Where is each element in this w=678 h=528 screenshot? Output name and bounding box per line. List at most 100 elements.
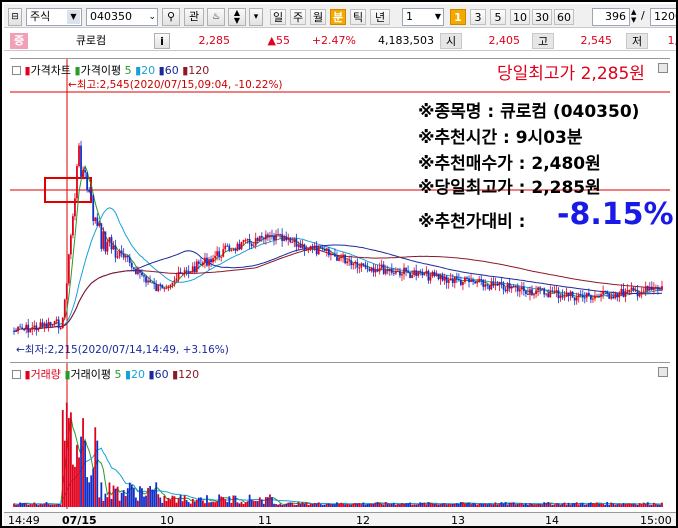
candle-series bbox=[13, 140, 663, 338]
candle-body bbox=[334, 254, 336, 257]
candle-body bbox=[567, 292, 570, 296]
candle-body bbox=[362, 263, 365, 265]
candle-body bbox=[143, 275, 145, 277]
gwan-button[interactable]: 관 bbox=[184, 8, 204, 26]
volume-bar bbox=[100, 482, 103, 507]
candle-body bbox=[565, 292, 568, 297]
period-day[interactable]: 일 bbox=[270, 9, 286, 25]
period-minute[interactable]: 분 bbox=[330, 9, 346, 25]
collapse-icon[interactable] bbox=[12, 66, 21, 75]
volume-bar bbox=[208, 502, 210, 507]
volume-bar bbox=[362, 502, 365, 507]
volume-bar bbox=[37, 504, 40, 507]
minute-1[interactable]: 1 bbox=[450, 9, 466, 25]
pane-scroll-handle[interactable] bbox=[658, 63, 668, 73]
volume-bar bbox=[561, 503, 564, 507]
candle-body bbox=[427, 270, 430, 281]
price-ma120: 120 bbox=[188, 64, 210, 77]
volume-ma5: 5 bbox=[114, 368, 122, 381]
candle-body bbox=[602, 290, 604, 295]
chevron-down-icon[interactable]: ▼ bbox=[67, 10, 80, 24]
minute-60[interactable]: 60 bbox=[554, 9, 574, 25]
candle-body bbox=[301, 244, 304, 248]
volume-bar bbox=[187, 502, 190, 507]
info-button[interactable]: i bbox=[154, 33, 170, 49]
stepper-icon[interactable]: ▲ ▼ bbox=[228, 8, 246, 26]
pane-scroll-handle[interactable] bbox=[658, 367, 668, 377]
period-tick[interactable]: 틱 bbox=[350, 9, 366, 25]
volume-bar bbox=[496, 504, 499, 507]
menu-toggle-icon[interactable]: ⊟ bbox=[8, 8, 22, 26]
candle-body bbox=[632, 287, 635, 291]
chevron-down-icon[interactable]: ▾ bbox=[249, 8, 263, 26]
chevron-down-icon[interactable]: ▼ bbox=[434, 12, 441, 21]
volume-bar bbox=[527, 504, 529, 507]
candle-body bbox=[356, 261, 359, 268]
candle-body bbox=[329, 254, 332, 256]
period-month[interactable]: 월 bbox=[310, 9, 326, 25]
volume-bar bbox=[423, 502, 426, 507]
volume-bar bbox=[624, 504, 627, 507]
stock-code-input[interactable]: 040350 ⌄ bbox=[86, 8, 158, 26]
volume-bar bbox=[644, 503, 647, 507]
volume-bar bbox=[29, 504, 32, 507]
candle-body bbox=[19, 326, 21, 328]
volume-chart-pane[interactable]: ▮거래량 ▮거래이평 5 ▮20 ▮60 ▮120 bbox=[10, 362, 670, 509]
count-stepper-icon[interactable]: ▲ ▼ bbox=[631, 8, 637, 24]
chevron-down-icon[interactable]: ⌄ bbox=[148, 12, 156, 22]
volume-bar bbox=[464, 503, 466, 507]
market-type-select[interactable]: 주식 ▼ bbox=[26, 8, 82, 26]
candle-body bbox=[392, 272, 395, 274]
period-year[interactable]: 년 bbox=[370, 9, 390, 25]
candle-body bbox=[366, 267, 369, 269]
candle-body bbox=[163, 288, 166, 290]
gear-icon[interactable]: ♨ bbox=[207, 8, 225, 26]
candle-body bbox=[214, 255, 217, 259]
candle-body bbox=[352, 263, 355, 266]
volume-bar bbox=[512, 502, 515, 507]
volume-bar bbox=[120, 492, 123, 507]
count-input[interactable]: 396 bbox=[592, 8, 630, 26]
search-icon[interactable]: ⚲ bbox=[162, 8, 180, 26]
collapse-icon[interactable] bbox=[12, 370, 21, 379]
candle-body bbox=[191, 266, 194, 273]
high-label: 고 bbox=[532, 33, 554, 49]
minute-30[interactable]: 30 bbox=[532, 9, 552, 25]
volume-bar bbox=[388, 503, 391, 507]
volume-bar bbox=[84, 440, 86, 507]
volume-ma-lines bbox=[13, 416, 663, 505]
minute-5[interactable]: 5 bbox=[490, 9, 506, 25]
total-input[interactable]: 1200 bbox=[650, 8, 676, 26]
candle-body bbox=[212, 258, 214, 263]
volume-bar bbox=[90, 475, 93, 507]
volume-bar bbox=[661, 502, 663, 507]
volume-bar bbox=[571, 503, 574, 507]
volume-bar bbox=[648, 504, 651, 507]
candle-body bbox=[199, 263, 202, 265]
candle-body bbox=[539, 287, 542, 289]
volume-bar bbox=[189, 503, 192, 507]
candle-body bbox=[388, 268, 391, 272]
candle-body bbox=[204, 257, 206, 263]
candle-body bbox=[299, 244, 302, 248]
price-chart-pane[interactable]: ▮가격차트 ▮가격이평 5 ▮20 ▮60 ▮120 ←최고:2,545(202… bbox=[10, 58, 674, 359]
candle-body bbox=[185, 270, 188, 272]
volume-bar bbox=[612, 503, 615, 507]
candle-body bbox=[252, 245, 255, 247]
minute-10[interactable]: 10 bbox=[510, 9, 530, 25]
candle-body bbox=[606, 291, 609, 294]
volume-bar bbox=[45, 502, 48, 507]
period-week[interactable]: 주 bbox=[290, 9, 306, 25]
candle-body bbox=[269, 235, 271, 237]
volume-bar bbox=[167, 497, 170, 507]
candle-body bbox=[37, 328, 40, 331]
candle-body bbox=[181, 272, 184, 274]
minute-3[interactable]: 3 bbox=[470, 9, 486, 25]
interval-select[interactable]: 1 ▼ bbox=[402, 8, 444, 26]
candle-body bbox=[626, 290, 629, 292]
volume-bar bbox=[35, 504, 38, 507]
candle-body bbox=[248, 238, 251, 244]
volume-bar bbox=[147, 487, 149, 507]
candle-body bbox=[661, 286, 663, 290]
open-price: 2,405 bbox=[488, 34, 521, 47]
